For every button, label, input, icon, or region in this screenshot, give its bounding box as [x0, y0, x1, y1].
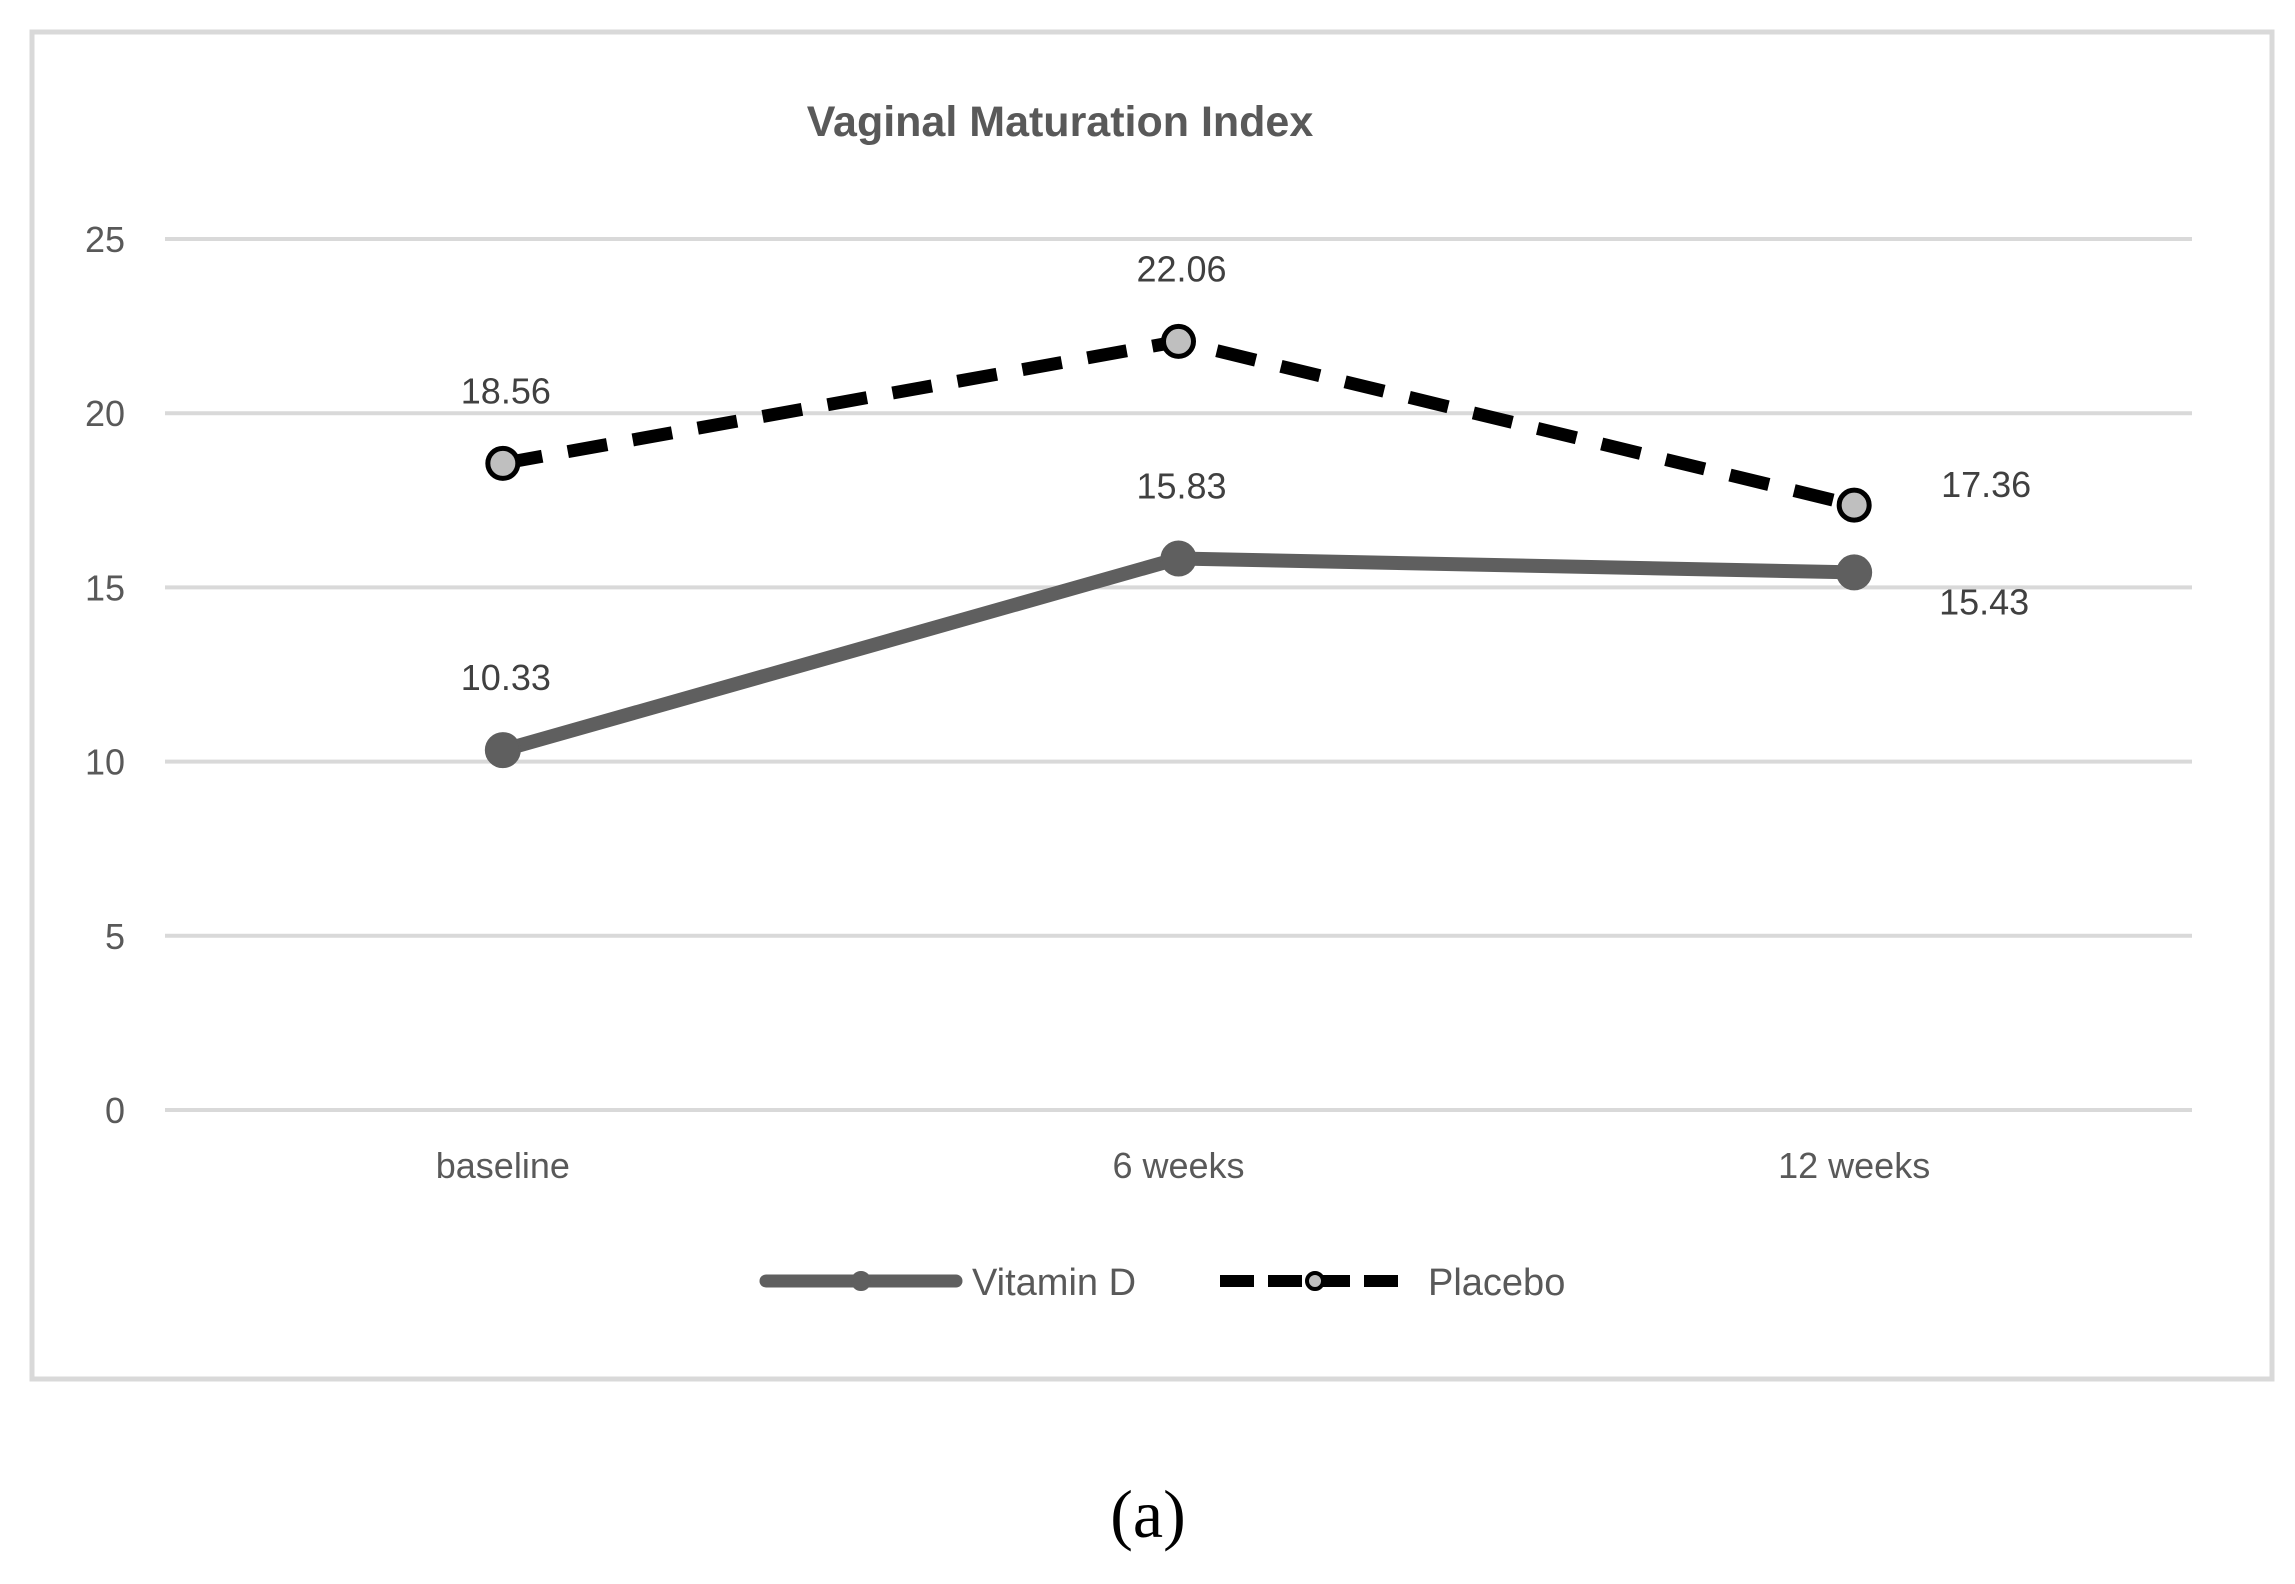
x-tick-label: 12 weeks [1778, 1145, 1930, 1186]
y-axis-ticks: 0 5 10 15 20 25 [85, 219, 125, 1131]
legend-label: Vitamin D [972, 1262, 1136, 1304]
legend-marker [851, 1271, 871, 1291]
legend: Vitamin D Placebo [759, 1262, 1565, 1304]
data-label: 18.56 [461, 370, 551, 411]
y-tick-label: 10 [85, 742, 125, 783]
y-tick-label: 0 [105, 1090, 125, 1131]
data-point [1836, 487, 1872, 523]
legend-label: Placebo [1428, 1262, 1565, 1304]
series-lines [484, 323, 1873, 769]
y-tick-label: 20 [85, 393, 125, 434]
data-label: 17.36 [1941, 464, 2031, 505]
data-point [1836, 554, 1873, 591]
data-labels: 10.33 15.83 15.43 18.56 22.06 17.36 [461, 248, 2031, 698]
data-point [484, 732, 521, 769]
y-tick-label: 25 [85, 219, 125, 260]
data-label: 15.83 [1136, 465, 1226, 506]
x-axis-ticks: baseline 6 weeks 12 weeks [436, 1145, 1930, 1186]
chart-title: Vaginal Maturation Index [807, 98, 1314, 146]
y-tick-label: 15 [85, 567, 125, 608]
legend-marker [1305, 1271, 1325, 1291]
x-tick-label: 6 weeks [1112, 1145, 1244, 1186]
data-point [485, 445, 521, 481]
data-label: 22.06 [1136, 248, 1226, 289]
x-tick-label: baseline [436, 1145, 570, 1186]
y-tick-label: 5 [105, 916, 125, 957]
data-label: 10.33 [461, 657, 551, 698]
data-label: 15.43 [1939, 581, 2029, 622]
data-point [1160, 540, 1197, 577]
data-point [1161, 323, 1196, 359]
chart-frame [29, 29, 2275, 1382]
figure-caption: (a) [1110, 1476, 1185, 1552]
